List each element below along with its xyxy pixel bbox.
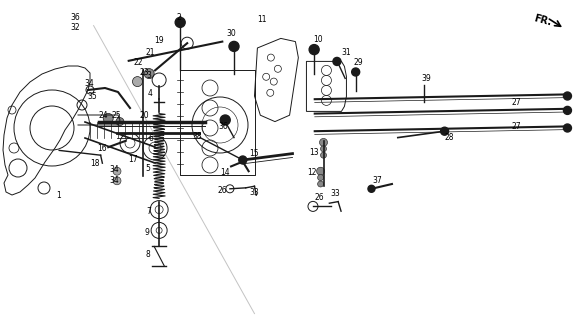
- Text: 21: 21: [146, 48, 155, 57]
- Text: 2: 2: [176, 13, 181, 22]
- Circle shape: [321, 152, 326, 158]
- Text: 31: 31: [342, 48, 351, 57]
- Circle shape: [441, 127, 449, 135]
- Text: 4: 4: [148, 89, 153, 98]
- Text: 39: 39: [421, 74, 431, 83]
- Text: 7: 7: [147, 207, 152, 216]
- Circle shape: [132, 76, 143, 87]
- Text: 27: 27: [511, 122, 521, 131]
- Text: 30: 30: [226, 29, 236, 38]
- Circle shape: [113, 167, 121, 175]
- Text: 32: 32: [70, 23, 80, 32]
- Text: 37: 37: [373, 176, 382, 185]
- Circle shape: [316, 167, 325, 175]
- Circle shape: [319, 139, 328, 147]
- Circle shape: [563, 124, 572, 132]
- Text: 1: 1: [56, 191, 61, 200]
- Text: 14: 14: [221, 168, 230, 177]
- Text: 3: 3: [147, 71, 152, 80]
- Circle shape: [239, 156, 247, 164]
- Circle shape: [116, 118, 124, 126]
- Text: 38: 38: [192, 132, 202, 140]
- Circle shape: [333, 58, 341, 66]
- Text: 34: 34: [85, 79, 94, 88]
- Text: 8: 8: [145, 250, 150, 259]
- Text: 6: 6: [149, 134, 153, 143]
- Text: 12: 12: [308, 168, 317, 177]
- Circle shape: [318, 181, 324, 187]
- Text: 13: 13: [309, 148, 319, 156]
- Text: 33: 33: [250, 188, 259, 196]
- Circle shape: [321, 146, 326, 152]
- Text: 25: 25: [111, 111, 121, 120]
- Text: 29: 29: [354, 58, 363, 67]
- Circle shape: [144, 68, 154, 79]
- Text: 34: 34: [109, 165, 119, 174]
- Text: 20: 20: [139, 111, 149, 120]
- Text: 36: 36: [219, 122, 228, 131]
- Text: FR.: FR.: [532, 14, 552, 28]
- Circle shape: [318, 175, 324, 180]
- Text: 10: 10: [313, 35, 322, 44]
- Text: 11: 11: [257, 15, 266, 24]
- Text: 15: 15: [250, 149, 259, 158]
- Text: 36: 36: [70, 13, 80, 22]
- Text: 22: 22: [134, 58, 143, 67]
- Circle shape: [563, 106, 572, 115]
- Text: 34: 34: [109, 176, 119, 185]
- Circle shape: [220, 115, 230, 125]
- Text: 18: 18: [91, 159, 100, 168]
- Text: 24: 24: [98, 111, 108, 120]
- Circle shape: [103, 113, 113, 124]
- Text: 26: 26: [314, 193, 324, 202]
- Circle shape: [229, 41, 239, 52]
- Text: 16: 16: [98, 144, 107, 153]
- Circle shape: [113, 177, 121, 185]
- Circle shape: [175, 17, 185, 28]
- Circle shape: [352, 68, 360, 76]
- Text: 28: 28: [445, 133, 454, 142]
- Text: 26: 26: [218, 186, 227, 195]
- Text: 19: 19: [154, 36, 164, 44]
- Text: 33: 33: [331, 189, 340, 198]
- Text: 5: 5: [145, 164, 150, 172]
- Text: 17: 17: [129, 155, 138, 164]
- Circle shape: [368, 185, 375, 192]
- Text: 27: 27: [511, 98, 521, 107]
- Text: 9: 9: [145, 228, 150, 237]
- Text: 35: 35: [88, 92, 97, 100]
- Circle shape: [309, 44, 319, 55]
- Text: 23: 23: [140, 68, 149, 76]
- Circle shape: [563, 92, 572, 100]
